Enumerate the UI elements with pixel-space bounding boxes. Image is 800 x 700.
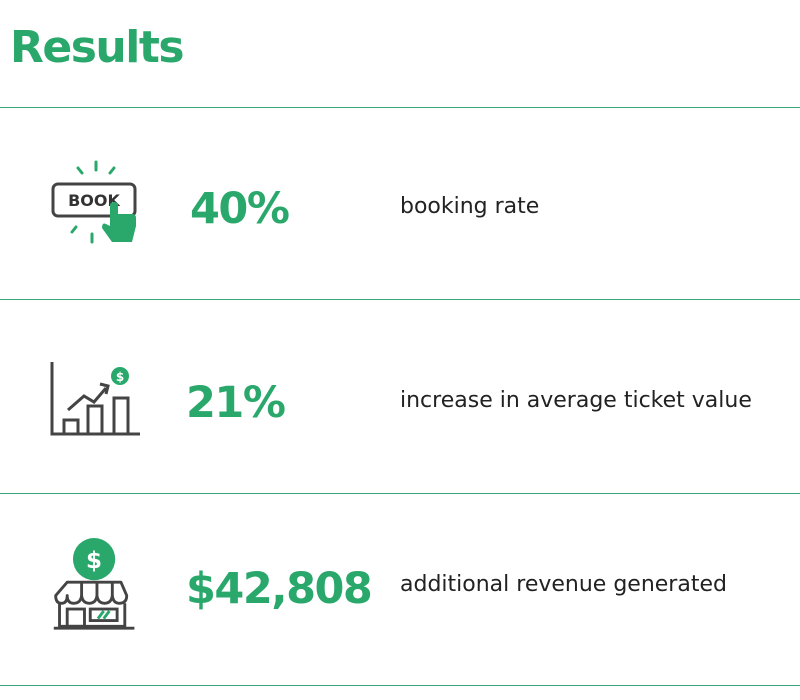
metric-label: increase in average ticket value [400, 388, 752, 413]
page-title: Results [10, 22, 185, 73]
metric-value: 21% [186, 378, 286, 428]
divider [0, 299, 800, 300]
svg-text:BOOK: BOOK [68, 191, 120, 210]
metric-row-booking: BOOK 40% booking rate [0, 108, 800, 298]
metric-value: 40% [190, 184, 290, 234]
metric-value: $42,808 [186, 564, 373, 614]
metric-row-revenue: $ $42,808 additional revenue generated [0, 494, 800, 684]
growth-chart-icon: $ [48, 358, 144, 454]
metric-label: booking rate [400, 194, 540, 219]
divider [0, 493, 800, 494]
svg-text:$: $ [86, 548, 102, 574]
divider [0, 685, 800, 686]
divider [0, 107, 800, 108]
metric-label: additional revenue generated [400, 572, 727, 597]
metric-row-ticket: $ 21% increase in average ticket value [0, 300, 800, 490]
svg-text:$: $ [116, 370, 124, 384]
book-button-icon: BOOK [48, 160, 144, 256]
storefront-dollar-icon: $ [48, 538, 144, 634]
